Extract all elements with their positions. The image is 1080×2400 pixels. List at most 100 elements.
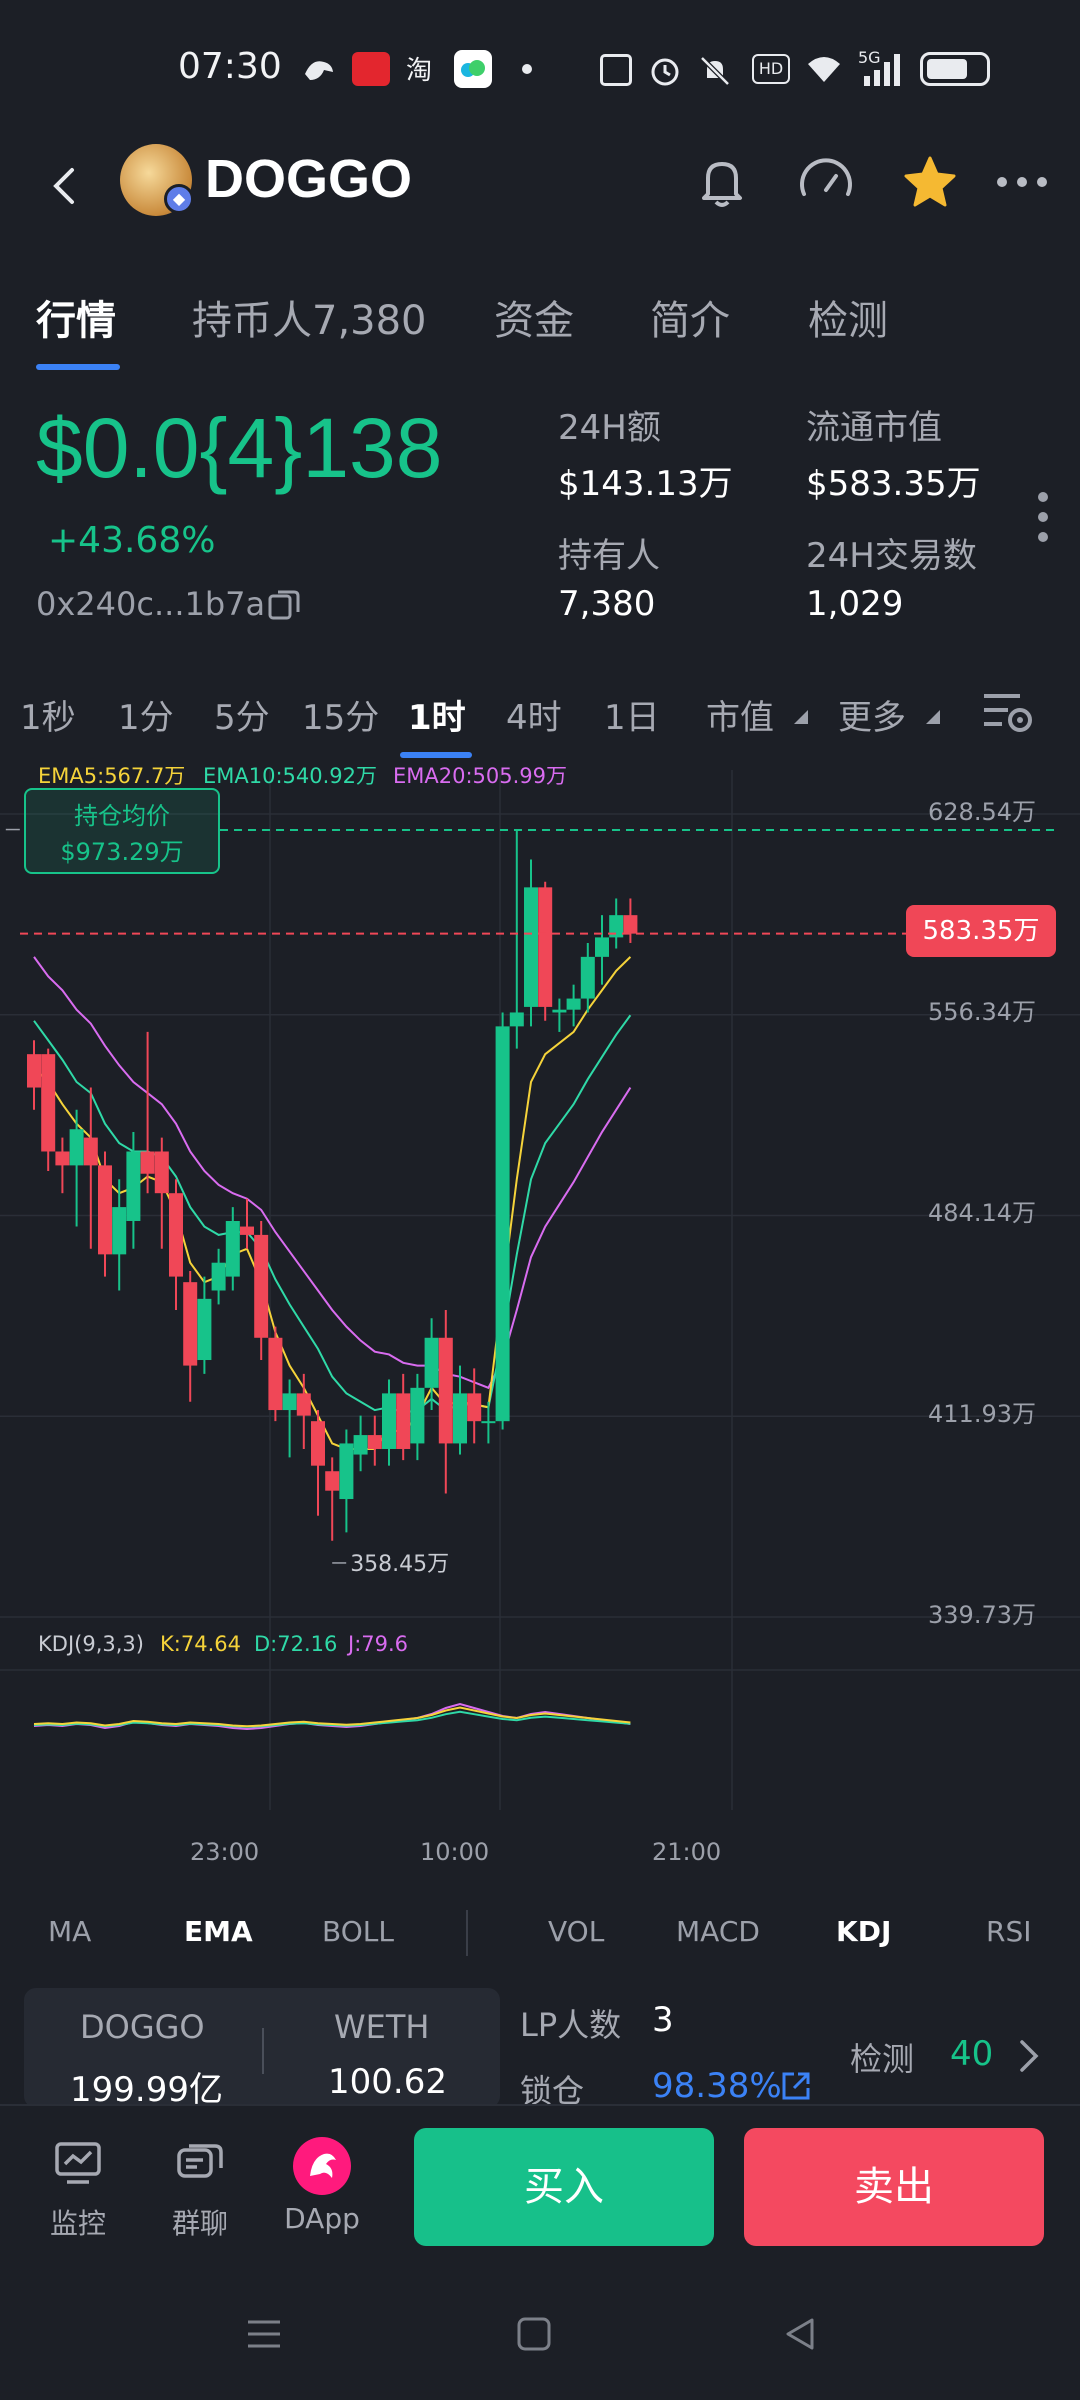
candle-body	[169, 1193, 183, 1277]
chevron-right-icon[interactable]	[1014, 2034, 1044, 2082]
candle-body	[325, 1471, 340, 1491]
tab-holders[interactable]: 持币人7,380	[192, 298, 427, 344]
tf-active-indicator	[400, 752, 472, 758]
cloud-icon	[454, 50, 492, 88]
stat-24h-volume-value: $143.13万	[558, 464, 733, 504]
tf-1d[interactable]: 1日	[604, 698, 660, 738]
monitor-icon[interactable]	[28, 2140, 128, 2192]
ind-ema[interactable]: EMA	[184, 1915, 253, 1948]
price-chart[interactable]: 620.79万358.45万	[0, 760, 1080, 1860]
tab-intro[interactable]: 简介	[650, 298, 730, 344]
bell-icon[interactable]	[690, 150, 754, 214]
system-nav-bar	[0, 2264, 1080, 2400]
tab-active-indicator	[36, 364, 120, 370]
candle-body	[311, 1421, 325, 1466]
home-nav-icon[interactable]	[514, 2314, 554, 2358]
dapp-icon[interactable]	[272, 2136, 372, 2200]
monitor-label[interactable]: 监控	[49, 2207, 106, 2240]
gauge-icon[interactable]	[794, 150, 858, 214]
candle-body	[112, 1207, 127, 1255]
check-score-value[interactable]: 40	[950, 2034, 994, 2074]
dapp-label[interactable]: DApp	[284, 2202, 360, 2235]
tf-1h[interactable]: 1时	[408, 698, 466, 738]
tf-4h[interactable]: 4时	[506, 698, 562, 738]
tf-1m[interactable]: 1分	[118, 698, 174, 738]
tf-15m[interactable]: 15分	[302, 698, 380, 738]
back-nav-icon[interactable]	[780, 2314, 820, 2358]
candle-body	[438, 1337, 453, 1444]
candle-body	[140, 1151, 155, 1174]
external-link-icon[interactable]	[778, 2068, 814, 2108]
candle-body	[254, 1234, 269, 1338]
tf-market-cap[interactable]: 市值	[706, 698, 774, 738]
tab-market[interactable]: 行情	[36, 298, 116, 344]
stat-holders-value: 7,380	[558, 584, 656, 624]
tf-5m[interactable]: 5分	[214, 698, 270, 738]
ind-boll[interactable]: BOLL	[322, 1915, 394, 1948]
candle-body	[339, 1443, 354, 1500]
copy-icon[interactable]	[266, 586, 302, 622]
wifi-icon	[804, 54, 844, 84]
ind-macd[interactable]: MACD	[676, 1915, 760, 1948]
buy-button[interactable]: 买入	[414, 2128, 714, 2246]
lock-value[interactable]: 98.38%	[652, 2066, 782, 2106]
signal-5g-icon: 5G	[858, 48, 906, 88]
ind-ma[interactable]: MA	[48, 1915, 92, 1948]
candle-body	[367, 1435, 382, 1449]
kdj-k: K:74.64	[160, 1632, 241, 1656]
lp-count-label: LP人数	[520, 2006, 622, 2044]
price-change: +43.68%	[48, 520, 216, 561]
candle-body	[609, 915, 624, 938]
ema-lines	[33, 956, 632, 1450]
check-score-label[interactable]: 检测	[850, 2040, 915, 2078]
eth-chain-icon: ◆	[164, 184, 194, 214]
candle-body	[296, 1393, 311, 1416]
stat-market-cap-label: 流通市值	[806, 408, 942, 448]
battery-icon	[920, 52, 990, 86]
market-cap-dropdown-icon	[792, 708, 810, 730]
ind-rsi[interactable]: RSI	[986, 1915, 1032, 1948]
candle-body	[197, 1298, 212, 1361]
tab-funds[interactable]: 资金	[494, 298, 574, 344]
token-header: ◆ DOGGO	[0, 130, 1080, 250]
group-chat-icon[interactable]	[150, 2140, 250, 2192]
candle-body	[396, 1393, 411, 1449]
tf-1s[interactable]: 1秒	[20, 698, 76, 738]
chart-settings-icon[interactable]	[980, 684, 1036, 744]
more-icon[interactable]	[990, 150, 1054, 214]
candle-body	[595, 937, 609, 957]
indicator-separator	[466, 1910, 468, 1956]
candle-body	[240, 1226, 254, 1235]
avg-position-value: $973.29万	[60, 838, 184, 866]
candle-body	[552, 1009, 567, 1013]
stat-holders-label: 持有人	[558, 536, 660, 576]
signal-label: 5G	[858, 48, 881, 67]
current-price: $0.0{4}138	[36, 401, 443, 495]
y-tick-2: 556.34万	[928, 998, 1036, 1026]
ind-vol[interactable]: VOL	[548, 1915, 605, 1948]
candle-body	[27, 1054, 41, 1088]
candle-body	[453, 1393, 467, 1444]
candle-body	[282, 1393, 297, 1411]
candle-body	[154, 1151, 169, 1194]
candle-body	[69, 1129, 84, 1166]
kdj-d: D:72.16	[254, 1632, 338, 1656]
low-marker-label: 358.45万	[350, 1552, 449, 1577]
sell-button[interactable]: 卖出	[744, 2128, 1044, 2246]
current-price-tag: 583.35万	[906, 905, 1056, 957]
chart-markers: 620.79万358.45万	[5, 828, 1060, 1577]
candle-body	[353, 1435, 368, 1455]
x-tick-1: 23:00	[190, 1838, 260, 1866]
ind-kdj[interactable]: KDJ	[836, 1915, 892, 1948]
x-tick-2: 10:00	[420, 1838, 490, 1866]
kebab-menu-icon[interactable]	[1036, 490, 1050, 544]
group-chat-label[interactable]: 群聊	[171, 2207, 228, 2240]
candle-body	[424, 1337, 439, 1388]
lock-label: 锁仓	[520, 2072, 585, 2110]
back-icon[interactable]	[44, 156, 84, 216]
menu-nav-icon[interactable]	[244, 2314, 284, 2358]
tab-check[interactable]: 检测	[808, 298, 888, 344]
y-tick-1: 628.54万	[928, 798, 1036, 826]
star-icon[interactable]	[898, 150, 962, 214]
tf-more[interactable]: 更多	[838, 698, 906, 738]
